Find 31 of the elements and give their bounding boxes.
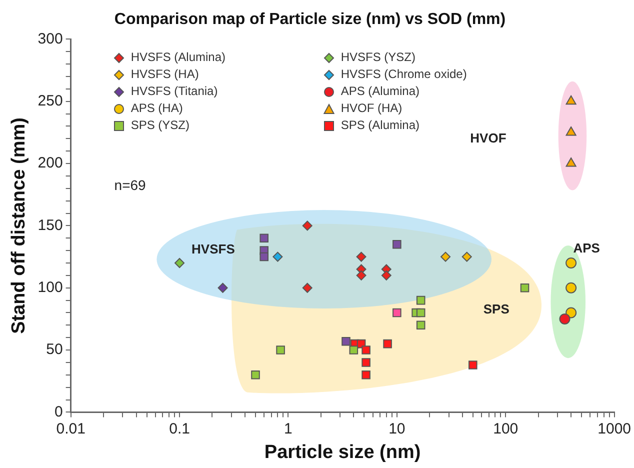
legend-label: APS (HA) [130, 101, 183, 116]
y-tick-label: 300 [38, 30, 63, 48]
y-tick-label: 100 [38, 279, 63, 296]
x-tick-label: 100 [493, 420, 518, 438]
x-axis-title: Particle size (nm) [264, 442, 421, 463]
annotation: APS [573, 240, 600, 256]
y-tick-label: 50 [46, 341, 63, 358]
y-axis-title: Stand off distance (mm) [8, 117, 30, 334]
x-tick-label: 0.01 [56, 420, 86, 438]
legend-label: HVSFS (Chrome oxide) [340, 67, 467, 82]
legend-label: SPS (YSZ) [130, 118, 190, 132]
x-tick-label: 1000 [598, 420, 632, 438]
annotation: HVOF [470, 130, 506, 146]
y-tick-label: 200 [38, 154, 63, 172]
y-tick-label: 0 [54, 403, 63, 420]
y-tick-label: 250 [38, 92, 63, 110]
legend-label: APS (Alumina) [340, 84, 420, 98]
legend-label: SPS (Alumina) [340, 118, 420, 132]
legend-label: HVSFS (YSZ) [340, 50, 416, 64]
annotation: HVSFS [192, 242, 235, 257]
legend-label: HVSFS (Alumina) [130, 50, 226, 64]
annotation: n=69 [114, 176, 146, 193]
x-tick-label: 1 [284, 420, 292, 438]
chart-title: Comparison map of Particle size (nm) vs SOD (mm) [114, 11, 506, 28]
annotation: SPS [483, 301, 510, 316]
x-tick-label: 10 [388, 420, 406, 438]
y-tick-label: 150 [38, 216, 63, 234]
legend-label: HVOF (HA) [340, 101, 402, 116]
legend-label: HVSFS (Titania) [130, 84, 218, 98]
legend-label: HVSFS (HA) [130, 67, 199, 82]
x-tick-label: 0.1 [169, 420, 190, 438]
